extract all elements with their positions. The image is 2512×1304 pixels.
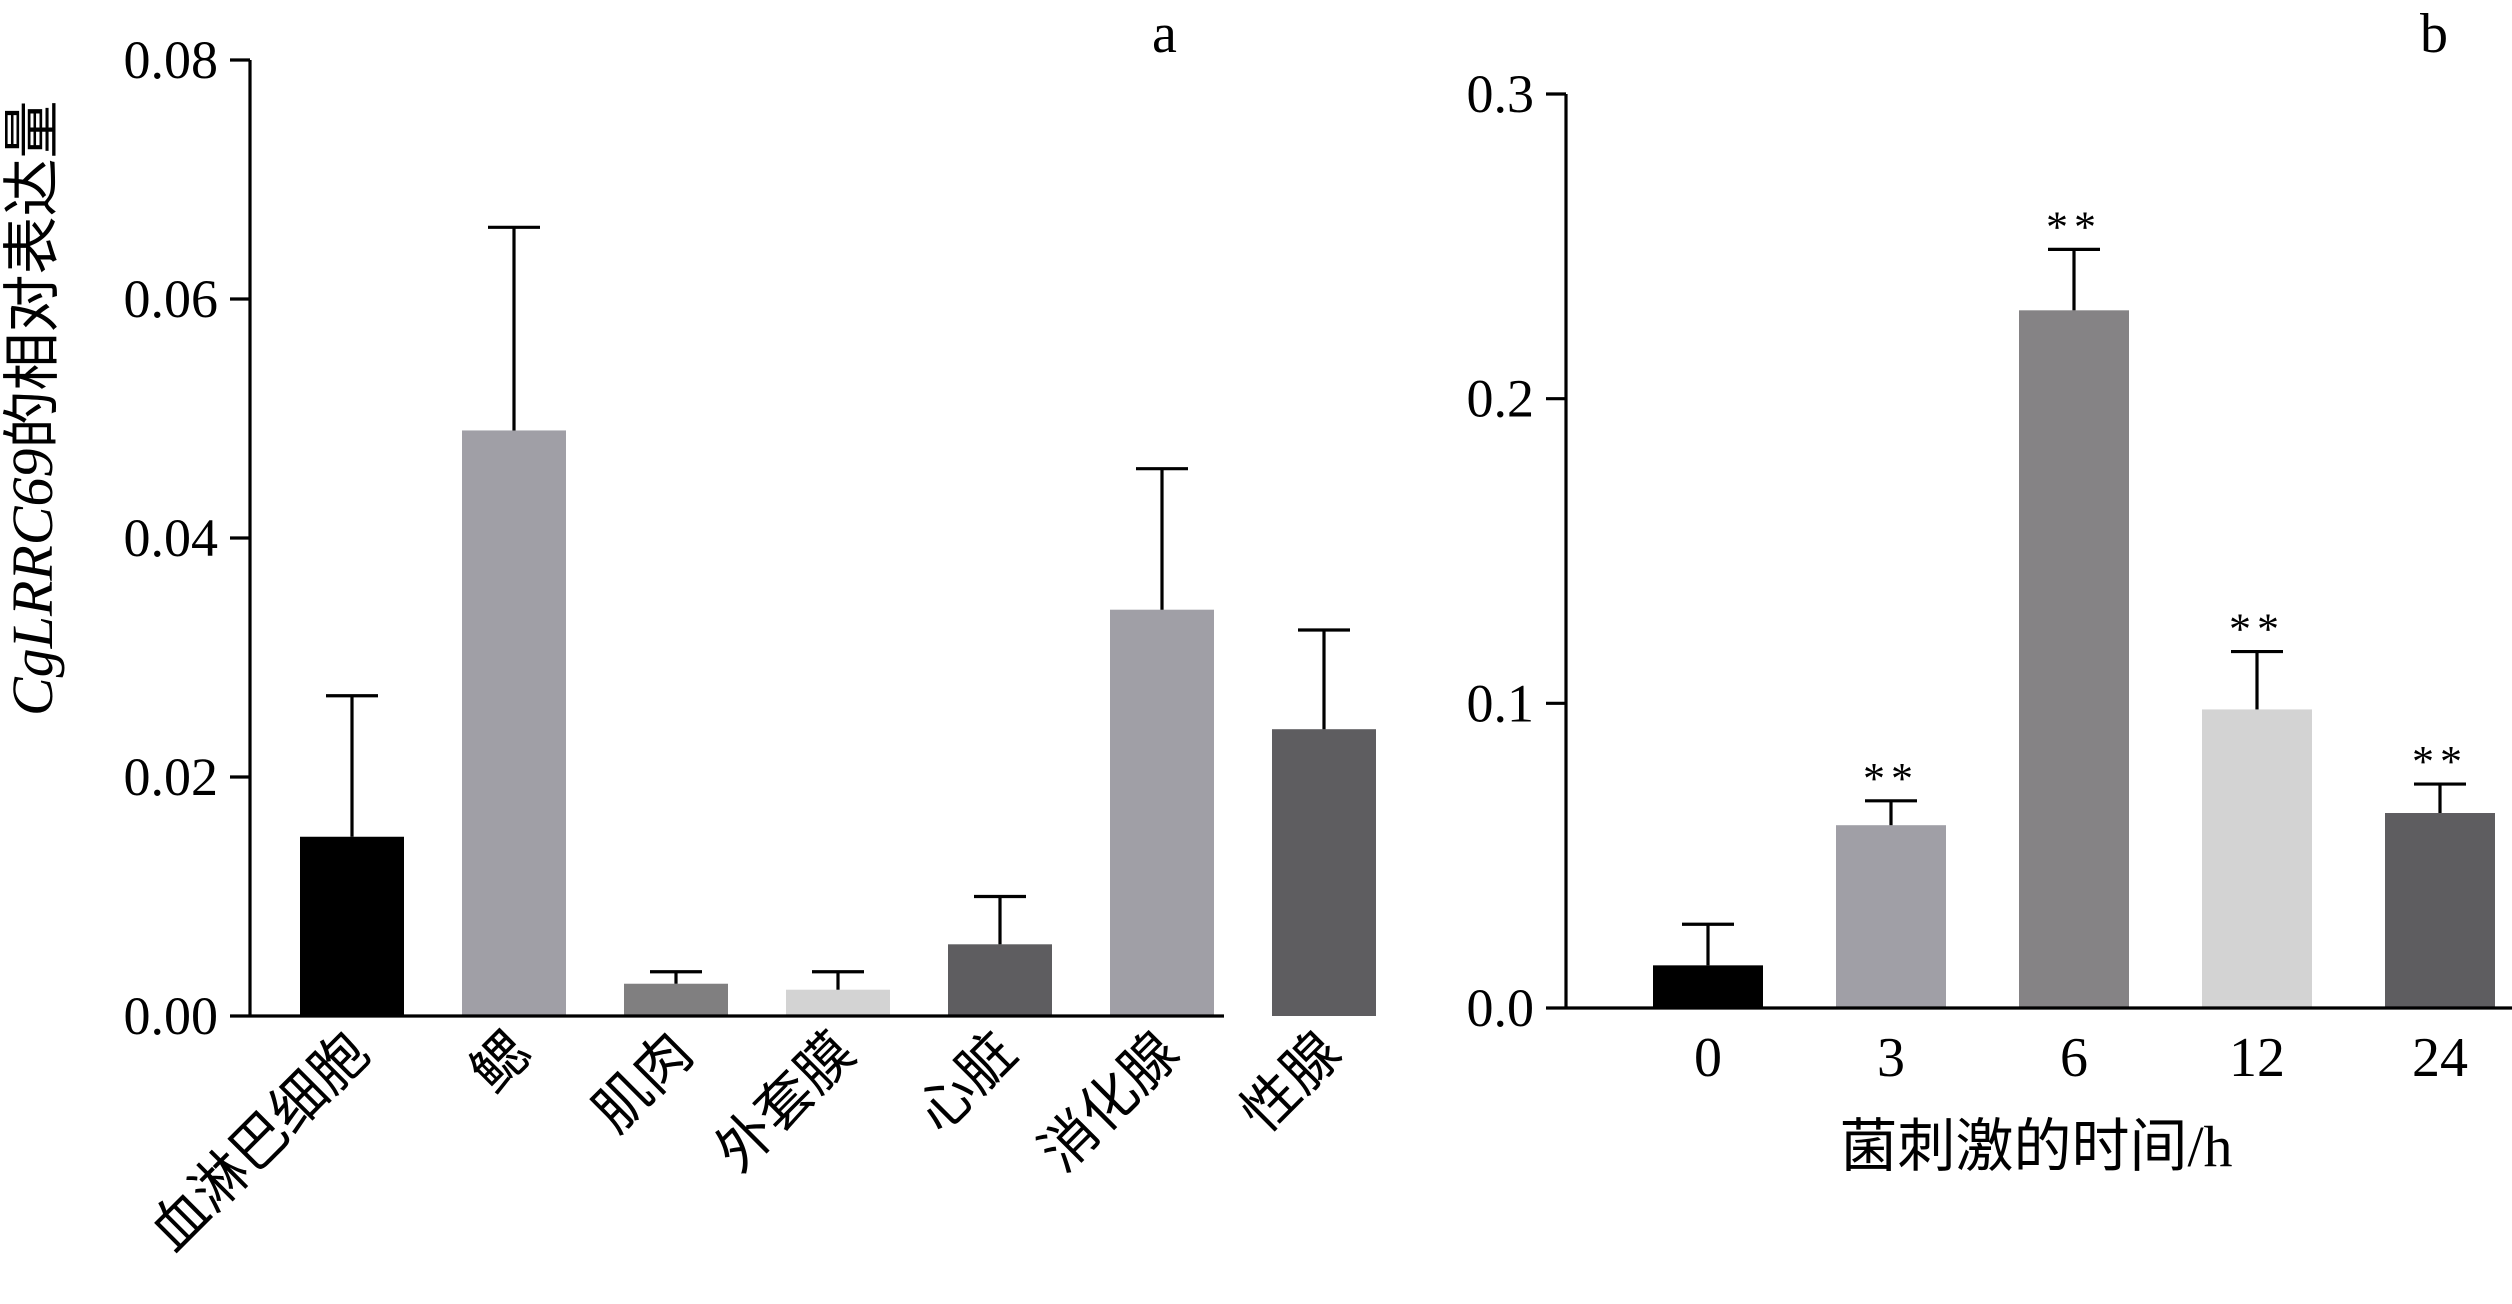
panel-a-bar-1	[462, 430, 566, 1016]
panel-b-error-bars	[1682, 247, 2466, 966]
panel-b-chart: b 0.0 0.1 0.2 0.3 ** ** ** ** 0 3 6 12 24 菌刺激的时间/h	[1467, 3, 2512, 1179]
panel-a-y-axis-title: CgLRRC69的相对表达量	[0, 100, 65, 716]
panel-a-y-tick-label: 0.00	[124, 986, 219, 1046]
panel-b-category-label-3: 12	[2229, 1027, 2285, 1089]
panel-b-bar-4	[2385, 813, 2495, 1008]
panel-b-bar-1	[1836, 825, 1946, 1008]
panel-b-bar-2	[2019, 310, 2129, 1008]
panel-a-bar-2	[624, 983, 728, 1016]
panel-a-y-tick-label: 0.04	[124, 508, 219, 568]
panel-b-category-label-1: 3	[1877, 1027, 1905, 1089]
panel-a-y-axis-ticks: 0.00 0.02 0.04 0.06 0.08	[124, 30, 250, 1046]
panel-b-x-axis-title: 菌刺激的时间/h	[1839, 1114, 2232, 1179]
panel-b-label: b	[2420, 3, 2448, 65]
panel-b-bar-3	[2202, 709, 2312, 1008]
panel-b-significance-marks: ** ** ** **	[1863, 202, 2468, 803]
panel-a-bar-3	[786, 989, 890, 1016]
panel-b-category-label-4: 24	[2412, 1027, 2468, 1089]
panel-b-significance-2: **	[2046, 202, 2102, 251]
panel-b-significance-3: **	[2229, 605, 2285, 654]
panel-a-bar-5	[1110, 609, 1214, 1016]
panel-b-y-axis-ticks: 0.0 0.1 0.2 0.3	[1467, 64, 1566, 1038]
panel-a-y-tick-label: 0.06	[124, 269, 219, 329]
panel-b-y-tick-label: 0.3	[1467, 64, 1535, 124]
panel-b-y-tick-label: 0.2	[1467, 369, 1535, 429]
panel-a-bars	[300, 430, 1376, 1016]
panel-b-significance-1: **	[1863, 754, 1919, 803]
panel-b-significance-4: **	[2412, 737, 2468, 786]
panel-b-category-label-2: 6	[2060, 1027, 2088, 1089]
panel-b-y-tick-label: 0.1	[1467, 673, 1535, 733]
panel-a-y-axis-title-gene: CgLRRC69	[0, 449, 65, 717]
panel-b-bar-0	[1653, 965, 1763, 1008]
panel-a-y-axis-title-text: 的相对表达量	[0, 100, 65, 448]
panel-a-error-bars	[326, 225, 1350, 990]
panel-a-bar-4	[948, 944, 1052, 1016]
panel-b-y-tick-label: 0.0	[1467, 978, 1535, 1038]
panel-a-bar-6	[1272, 729, 1376, 1016]
panel-a-y-tick-label: 0.08	[124, 30, 219, 90]
panel-b-bars	[1653, 310, 2495, 1008]
panel-a-bar-0	[300, 836, 404, 1016]
panel-a-y-tick-label: 0.02	[124, 747, 219, 807]
panel-a-label: a	[1152, 3, 1177, 65]
panel-b-category-labels: 0 3 6 12 24	[1694, 1027, 2468, 1089]
panel-b-category-label-0: 0	[1694, 1027, 1722, 1089]
